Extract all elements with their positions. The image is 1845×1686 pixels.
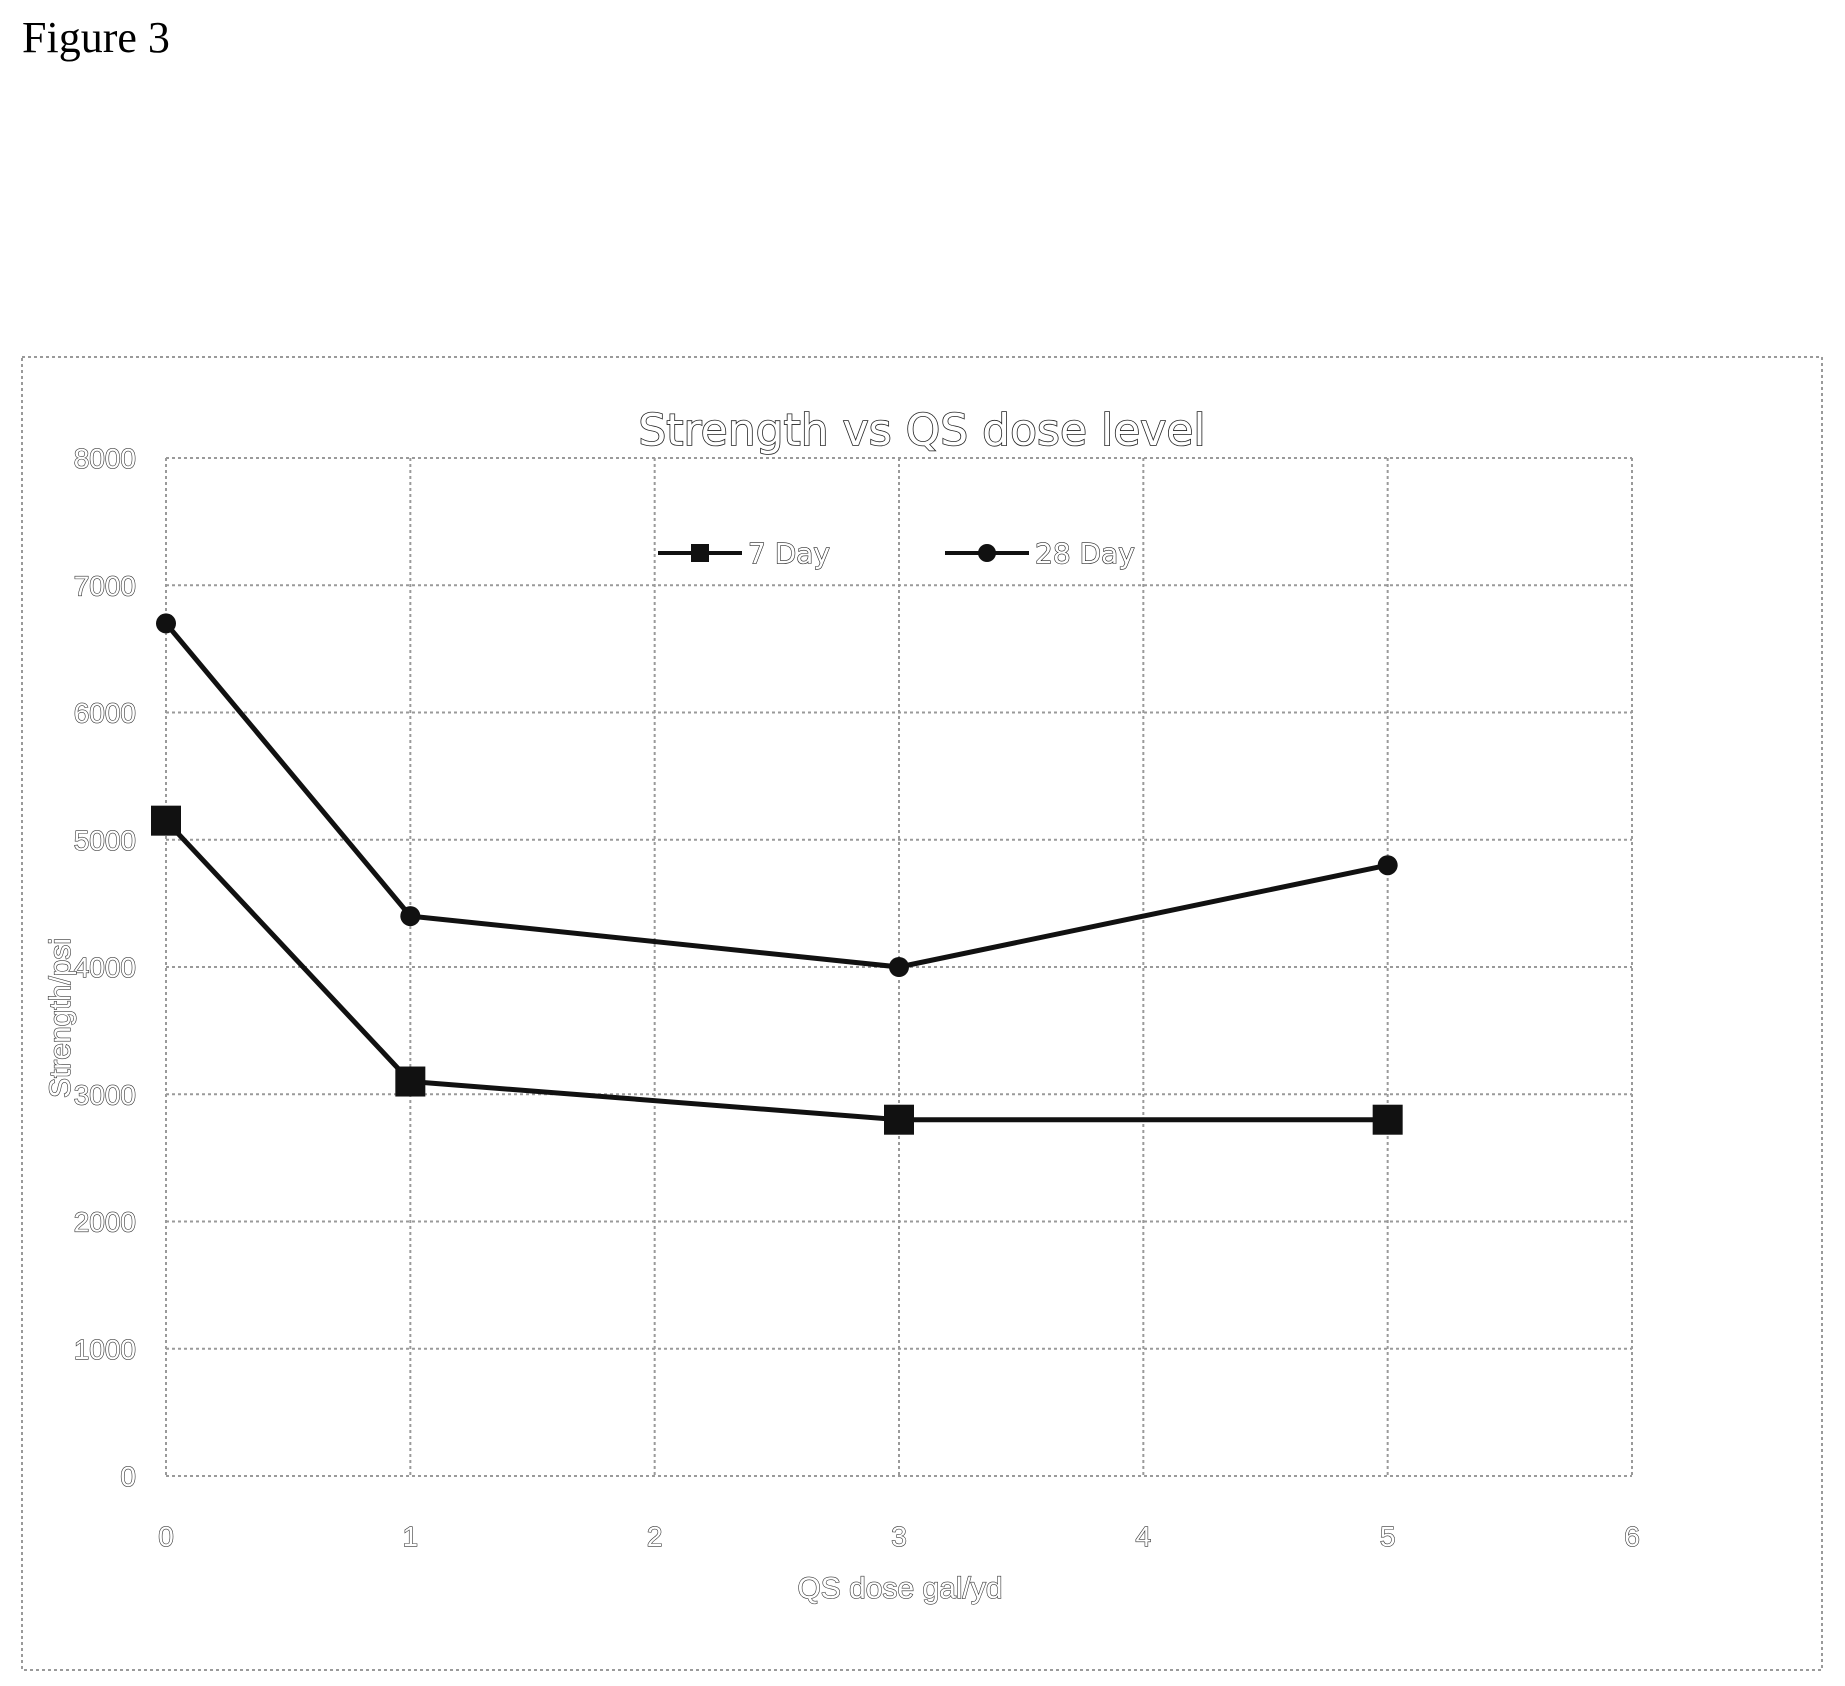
legend: 7 Day 28 Day	[658, 536, 1135, 571]
y-tick-label: 7000	[74, 570, 136, 601]
y-tick-label: 6000	[74, 698, 136, 729]
data-point	[395, 1066, 426, 1097]
series	[151, 613, 1403, 1135]
series-line	[164, 818, 1388, 1123]
y-tick-label: 3000	[74, 1079, 136, 1110]
y-tick-label: 4000	[74, 952, 136, 983]
tick-labels: 0 1000 2000 3000 4000 5000 6000 7000 8000 0 1 2 3 4 5 6	[73, 442, 1640, 1552]
x-tick-label: 0	[158, 1521, 174, 1552]
legend-marker	[978, 544, 996, 562]
data-point	[156, 613, 176, 634]
x-tick-label: 5	[1380, 1521, 1396, 1552]
x-axis-title: QS dose gal/yd	[797, 1572, 1002, 1605]
figure-label: Figure 3	[22, 13, 170, 62]
x-tick-label: 4	[1136, 1521, 1152, 1552]
series-line	[164, 621, 1389, 970]
series-7-day	[151, 805, 1403, 1135]
chart-title: Strength vs QS dose level	[638, 405, 1205, 456]
legend-label: 28 Day	[1035, 537, 1135, 570]
legend-label: 7 Day	[748, 537, 830, 570]
x-tick-label: 6	[1624, 1521, 1640, 1552]
y-tick-label: 0	[120, 1461, 136, 1492]
x-tick-label: 3	[891, 1521, 907, 1552]
data-point	[151, 805, 181, 836]
data-point	[400, 906, 421, 927]
x-tick-label: 1	[403, 1521, 419, 1552]
data-point	[889, 957, 909, 977]
data-point	[1372, 1104, 1403, 1135]
data-point	[1377, 855, 1398, 876]
legend-item: 7 Day	[658, 536, 831, 571]
x-tick-label: 2	[647, 1521, 663, 1552]
series-28-day	[156, 613, 1398, 977]
chart-frame	[21, 356, 1823, 1671]
y-tick-label: 5000	[74, 825, 136, 856]
y-tick-label: 2000	[74, 1207, 136, 1238]
y-tick-label: 1000	[74, 1334, 136, 1365]
y-tick-label: 8000	[74, 443, 136, 474]
y-axis-title: Strength/psi	[44, 938, 77, 1098]
legend-item: 28 Day	[945, 536, 1135, 571]
legend-marker	[691, 544, 709, 562]
data-point	[884, 1104, 914, 1135]
